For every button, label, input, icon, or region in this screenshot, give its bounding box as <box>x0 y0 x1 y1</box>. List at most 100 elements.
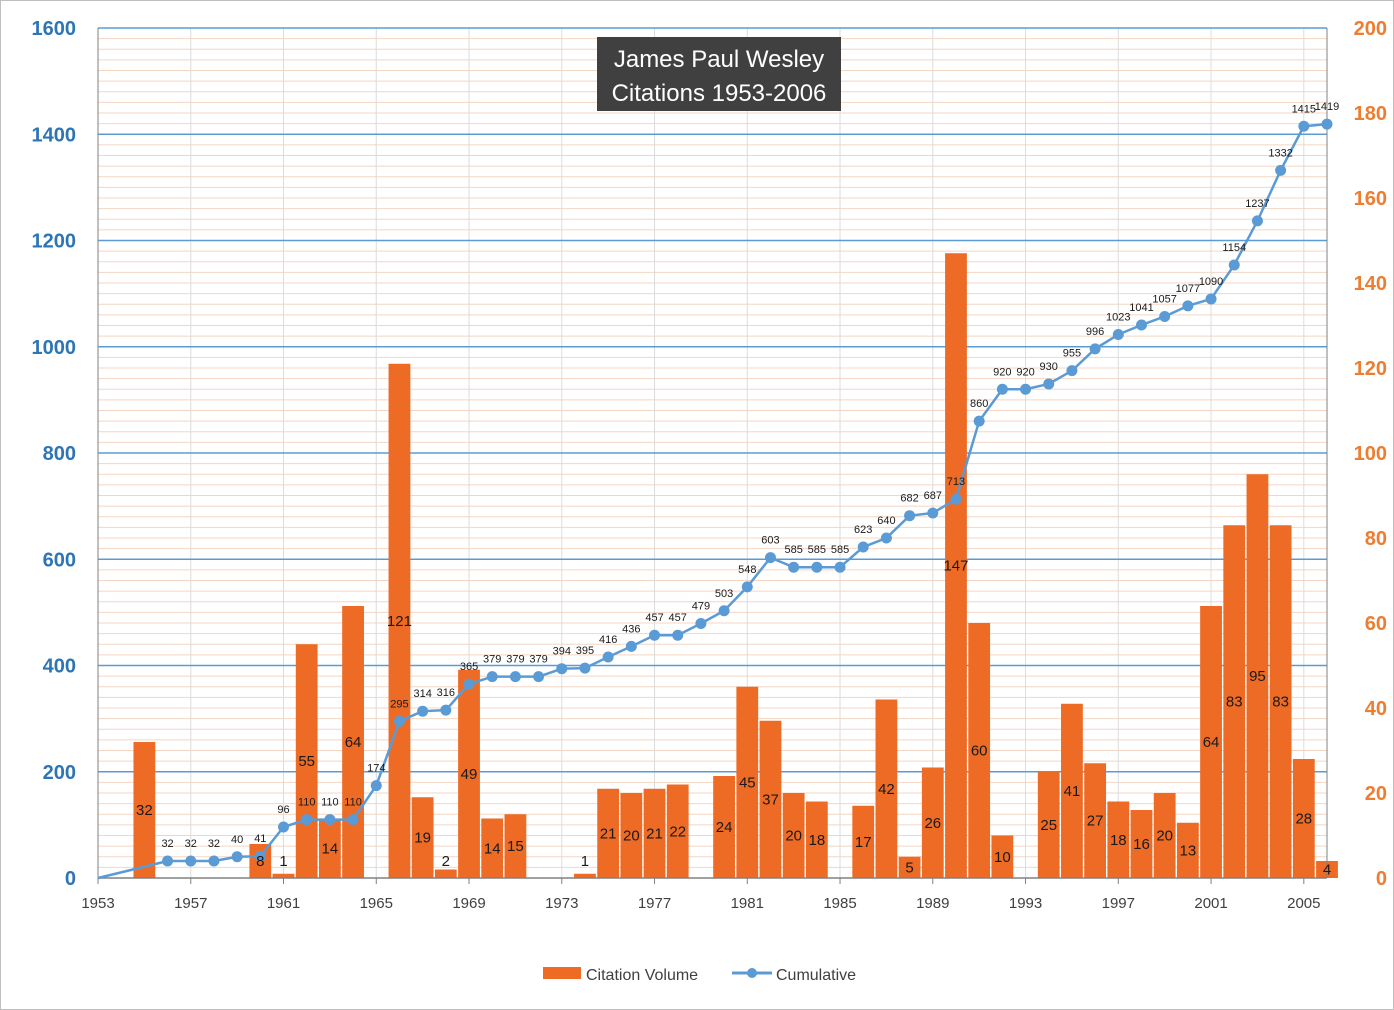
x-tick-1977: 1977 <box>638 895 671 912</box>
cumulative-label-1959: 40 <box>231 834 243 846</box>
cumulative-label-1960: 41 <box>254 833 266 845</box>
bar-1995 <box>1061 703 1083 878</box>
bar-1997 <box>1107 801 1130 878</box>
bar-label-2006: 4 <box>1323 862 1331 879</box>
bar-1990 <box>945 253 967 878</box>
cumulative-point-2005 <box>1298 120 1310 132</box>
legend-swatch-citation-volume <box>543 967 581 979</box>
left-tick-1200: 1200 <box>32 231 77 253</box>
right-tick-180: 180 <box>1354 103 1387 125</box>
x-axis-ticks: 1953 1957 1961 1965 1969 1973 1977 1981 1985 1989… <box>81 895 1320 912</box>
right-tick-60: 60 <box>1365 613 1387 635</box>
left-tick-800: 800 <box>43 443 76 465</box>
cumulative-label-1974: 395 <box>576 645 594 657</box>
bar-1980 <box>713 776 735 878</box>
cumulative-label-1961: 96 <box>277 804 289 816</box>
x-tick-1953: 1953 <box>81 895 114 912</box>
bar-label-1987: 42 <box>878 781 895 798</box>
bar-1976 <box>620 793 643 878</box>
cumulative-label-1963: 110 <box>321 797 339 809</box>
bar-label-1977: 21 <box>646 825 663 842</box>
cumulative-point-1974 <box>579 662 591 674</box>
legend-label-citation-volume: Citation Volume <box>586 967 698 984</box>
bar-label-1967: 19 <box>414 830 431 847</box>
cumulative-point-1979 <box>695 618 707 630</box>
x-tick-1957: 1957 <box>174 895 207 912</box>
cumulative-point-1968 <box>440 704 452 716</box>
bar-1975 <box>597 788 620 878</box>
right-tick-160: 160 <box>1354 188 1387 210</box>
bar-1977 <box>643 788 666 878</box>
bar-label-1968: 2 <box>442 853 450 870</box>
x-tick-1981: 1981 <box>731 895 764 912</box>
cumulative-point-1991 <box>973 415 985 427</box>
bar-label-1969: 49 <box>461 766 478 783</box>
cumulative-label-1982: 603 <box>761 535 779 547</box>
cumulative-point-1982 <box>764 552 776 564</box>
cumulative-label-2001: 1090 <box>1199 276 1223 288</box>
cumulative-point-2003 <box>1251 215 1263 227</box>
bar-1989 <box>921 767 944 878</box>
x-tick-1973: 1973 <box>545 895 578 912</box>
left-tick-1400: 1400 <box>32 124 77 146</box>
x-tick-1993: 1993 <box>1009 895 1042 912</box>
bar-1986 <box>852 805 875 878</box>
bar-1981 <box>736 686 759 878</box>
cumulative-point-1993 <box>1020 383 1032 395</box>
cumulative-label-1984: 585 <box>808 544 826 556</box>
bar-1982 <box>759 720 782 878</box>
cumulative-label-2006: 1419 <box>1315 101 1339 113</box>
cumulative-label-1975: 416 <box>599 634 617 646</box>
cumulative-label-1972: 379 <box>529 654 547 666</box>
bar-1961 <box>272 873 295 878</box>
cumulative-point-1971 <box>509 671 521 683</box>
left-tick-400: 400 <box>43 656 76 678</box>
bar-series-citation-volume <box>133 253 1338 878</box>
cumulative-label-1965: 174 <box>367 763 385 775</box>
bar-label-1971: 15 <box>507 838 524 855</box>
cumulative-point-1980 <box>718 605 730 617</box>
cumulative-point-1996 <box>1089 343 1101 355</box>
cumulative-label-1977: 457 <box>645 612 663 624</box>
chart-title-line-1: James Paul Wesley <box>614 46 824 73</box>
cumulative-label-1980: 503 <box>715 588 733 600</box>
x-tick-1965: 1965 <box>360 895 393 912</box>
cumulative-label-1962: 110 <box>298 797 316 809</box>
left-tick-200: 200 <box>43 762 76 784</box>
right-tick-140: 140 <box>1354 273 1387 295</box>
cumulative-point-1983 <box>788 561 800 573</box>
bar-label-1966: 121 <box>387 613 412 630</box>
cumulative-label-1978: 457 <box>669 612 687 624</box>
cumulative-label-1964: 110 <box>344 797 362 809</box>
cumulative-label-2002: 1154 <box>1222 242 1246 254</box>
cumulative-point-1960 <box>254 850 266 862</box>
cumulative-point-1967 <box>417 705 429 717</box>
cumulative-label-1957: 32 <box>185 838 197 850</box>
bar-label-1955: 32 <box>136 802 153 819</box>
bar-label-1984: 18 <box>809 832 826 849</box>
cumulative-point-1972 <box>533 671 545 683</box>
cumulative-label-1968: 316 <box>437 687 455 699</box>
bar-1988 <box>898 856 921 878</box>
cumulative-point-1961 <box>278 821 290 833</box>
bar-label-1997: 18 <box>1110 832 1127 849</box>
cumulative-label-1981: 548 <box>738 564 756 576</box>
axes <box>97 28 1328 884</box>
bar-label-1970: 14 <box>484 840 501 857</box>
bar-label-1986: 17 <box>855 834 872 851</box>
left-tick-1000: 1000 <box>32 337 77 359</box>
cumulative-point-1998 <box>1135 319 1147 331</box>
cumulative-label-1992: 920 <box>993 366 1011 378</box>
cumulative-point-1962 <box>301 814 313 826</box>
cumulative-point-1975 <box>602 651 614 663</box>
bar-label-1983: 20 <box>785 828 802 845</box>
right-tick-200: 200 <box>1354 18 1387 40</box>
cumulative-label-1997: 1023 <box>1106 312 1130 324</box>
bar-1999 <box>1153 793 1176 878</box>
cumulative-label-1999: 1057 <box>1152 293 1176 305</box>
cumulative-label-1956: 32 <box>161 838 173 850</box>
cumulative-point-1995 <box>1066 365 1078 377</box>
bar-label-1991: 60 <box>971 743 988 760</box>
bar-label-1975: 21 <box>600 825 617 842</box>
